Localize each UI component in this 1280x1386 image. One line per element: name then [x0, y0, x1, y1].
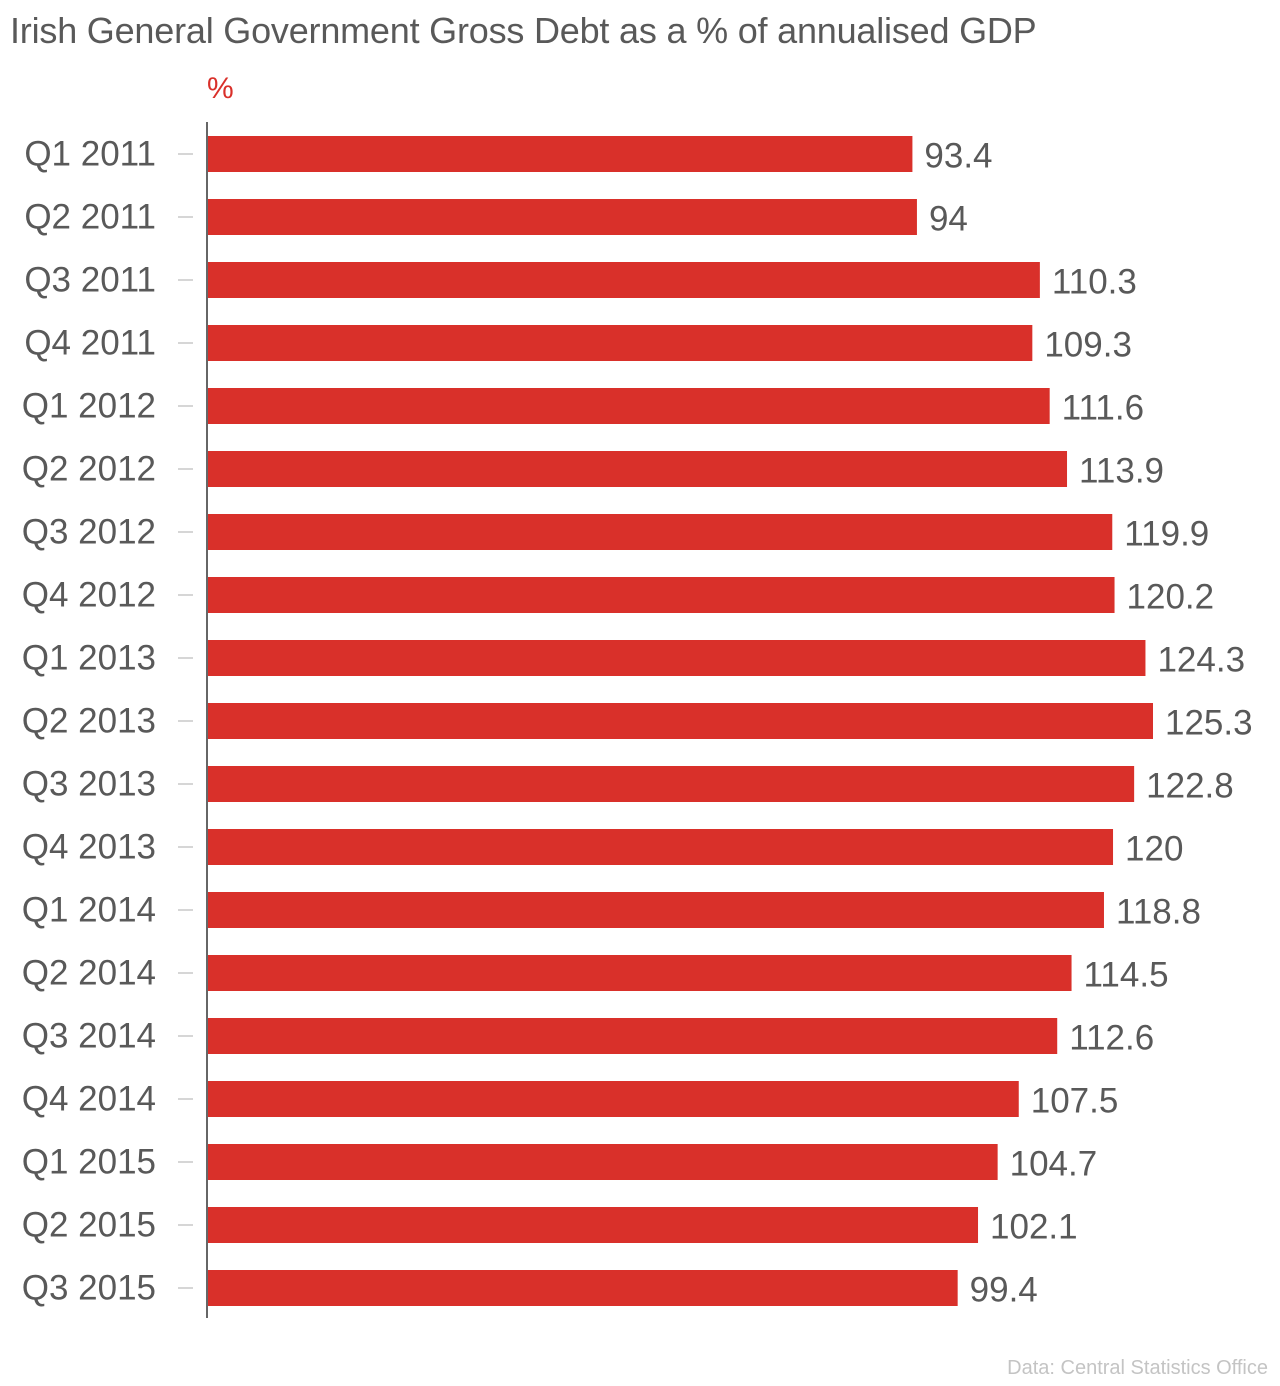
bar: [208, 577, 1115, 613]
source-note: Data: Central Statistics Office: [1007, 1357, 1268, 1379]
category-label: Q3 2014: [22, 1017, 156, 1056]
bar: [208, 640, 1146, 676]
bar: [208, 199, 917, 235]
data-label: 102.1: [990, 1208, 1078, 1247]
category-label: Q2 2012: [22, 450, 156, 489]
category-label: Q2 2014: [22, 954, 156, 993]
category-label: Q3 2011: [24, 261, 156, 300]
category-label: Q1 2014: [22, 891, 156, 930]
data-label: 124.3: [1157, 641, 1245, 680]
bar: [208, 325, 1033, 361]
data-label: 104.7: [1010, 1145, 1098, 1184]
data-label: 109.3: [1044, 326, 1132, 365]
data-label: 119.9: [1124, 515, 1209, 554]
data-label: 112.6: [1069, 1019, 1154, 1058]
data-label: 110.3: [1052, 263, 1137, 302]
data-label: 113.9: [1079, 452, 1164, 491]
chart-title: Irish General Government Gross Debt as a…: [10, 10, 1037, 51]
bar: [208, 136, 913, 172]
data-label: 122.8: [1146, 767, 1234, 806]
category-label: Q1 2011: [24, 135, 156, 174]
bar: [208, 703, 1153, 739]
bar: [208, 829, 1114, 865]
category-label: Q2 2011: [24, 198, 156, 237]
data-label: 94: [929, 200, 968, 239]
data-label: 99.4: [970, 1271, 1038, 1310]
category-label: Q1 2015: [22, 1143, 156, 1182]
category-label: Q1 2012: [22, 387, 156, 426]
category-label: Q3 2015: [22, 1269, 156, 1308]
category-label: Q2 2015: [22, 1206, 156, 1245]
bar: [208, 1207, 979, 1243]
data-label: 114.5: [1084, 956, 1169, 995]
bar: [208, 892, 1104, 928]
bar: [208, 1270, 958, 1306]
data-label: 120.2: [1127, 578, 1215, 617]
category-label: Q4 2012: [22, 576, 156, 615]
category-label: Q1 2013: [22, 639, 156, 678]
unit-label: %: [207, 72, 234, 105]
data-label: 107.5: [1031, 1082, 1119, 1121]
data-label: 125.3: [1165, 704, 1253, 743]
bar: [208, 1081, 1019, 1117]
bar: [208, 1144, 998, 1180]
data-label: 93.4: [924, 137, 992, 176]
bar: [208, 766, 1135, 802]
bar: [208, 388, 1050, 424]
bar: [208, 262, 1040, 298]
bar: [208, 1018, 1058, 1054]
category-label: Q3 2012: [22, 513, 156, 552]
bar: [208, 955, 1072, 991]
bar: [208, 451, 1068, 487]
category-label: Q3 2013: [22, 765, 156, 804]
category-label: Q2 2013: [22, 702, 156, 741]
data-label: 118.8: [1116, 893, 1201, 932]
category-label: Q4 2013: [22, 828, 156, 867]
data-label: 111.6: [1062, 389, 1144, 428]
bar: [208, 514, 1113, 550]
data-label: 120: [1125, 830, 1183, 869]
category-label: Q4 2011: [24, 324, 156, 363]
category-label: Q4 2014: [22, 1080, 156, 1119]
